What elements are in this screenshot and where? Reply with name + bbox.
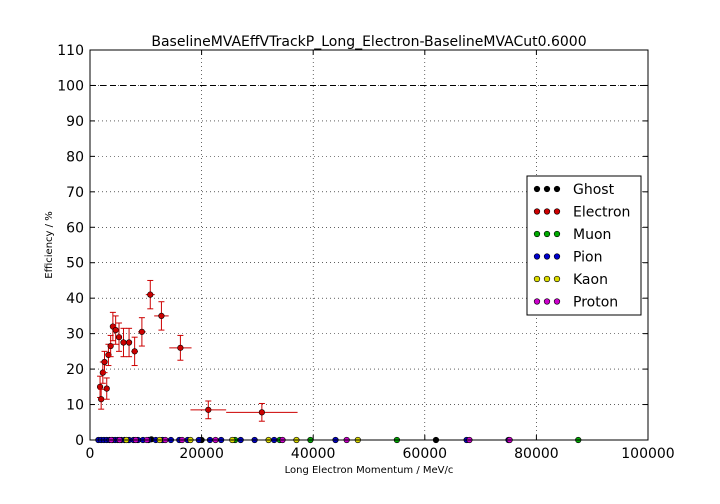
legend-label: Proton: [573, 295, 618, 311]
y-tick-label: 20: [66, 362, 84, 378]
legend-marker: [533, 230, 541, 238]
x-tick-label: 80000: [514, 446, 559, 462]
data-point: [112, 326, 119, 334]
data-point: [101, 358, 108, 366]
x-tick-label: 0: [86, 446, 95, 462]
data-point: [125, 339, 133, 346]
legend-marker: [543, 185, 551, 193]
axes: 0 20000 40000 60000 80000 100000 0 10 20 30 40 50 60…: [57, 43, 674, 462]
legend-marker: [553, 208, 561, 215]
data-point: [103, 385, 110, 392]
y-tick-label: 90: [66, 114, 84, 130]
x-tick-label: 20000: [179, 446, 224, 462]
legend-label: Electron: [573, 205, 630, 221]
legend-marker: [553, 253, 561, 260]
legend-entry-ghost: Ghost: [533, 182, 615, 198]
y-tick-label: 70: [66, 185, 84, 201]
legend-marker: [553, 298, 561, 305]
data-point: [120, 339, 127, 346]
legend-marker: [553, 230, 561, 238]
data-point: [107, 342, 114, 350]
legend-marker: [533, 185, 541, 193]
legend-label: Ghost: [573, 182, 615, 198]
legend-marker: [533, 208, 541, 215]
legend-marker: [543, 230, 551, 238]
legend-entry-proton: Proton: [533, 295, 618, 311]
y-tick-label: 30: [66, 327, 84, 343]
y-tick-label: 10: [66, 398, 84, 414]
legend-entry-muon: Muon: [533, 227, 611, 243]
legend-marker: [553, 275, 561, 283]
data-point: [131, 348, 138, 355]
data-point: [115, 334, 123, 341]
legend-marker: [553, 185, 561, 193]
series-electron: [96, 279, 298, 422]
data-point: [147, 291, 154, 298]
y-tick-label: 0: [75, 433, 84, 449]
y-tick-label: 100: [57, 78, 84, 94]
data-point: [138, 328, 145, 335]
chart-title: BaselineMVAEffVTrackP_Long_Electron-Base…: [151, 34, 586, 50]
legend-label: Muon: [573, 227, 611, 243]
legend-marker: [543, 253, 551, 260]
legend-marker: [543, 208, 551, 215]
legend-marker: [533, 275, 541, 283]
data-point: [96, 383, 104, 390]
data-point: [158, 312, 165, 320]
data-point: [98, 396, 105, 403]
legend-entry-pion: Pion: [533, 250, 602, 266]
legend-label: Kaon: [573, 272, 608, 288]
y-axis-label: Efficiency / %: [44, 211, 55, 278]
plot-frame: [89, 49, 649, 441]
x-tick-label: 60000: [403, 446, 448, 462]
y-tick-label: 60: [66, 220, 84, 236]
legend-entry-electron: Electron: [533, 205, 630, 221]
x-axis-label: Long Electron Momentum / MeV/c: [285, 465, 454, 476]
y-tick-label: 50: [66, 256, 84, 272]
legend-box: [526, 175, 642, 316]
legend-entry-kaon: Kaon: [533, 272, 608, 288]
y-tick-label: 40: [66, 291, 84, 307]
x-tick-label: 40000: [291, 446, 336, 462]
x-tick-label: 100000: [621, 446, 674, 462]
legend: Ghost Electron Muon Pion Kaon Proton: [526, 175, 642, 316]
y-tick-label: 110: [57, 43, 84, 59]
y-tick-label: 80: [66, 149, 84, 165]
legend-label: Pion: [573, 250, 602, 266]
legend-marker: [533, 298, 541, 305]
data-point: [177, 344, 184, 351]
legend-marker: [543, 275, 551, 283]
data-point: [258, 409, 265, 416]
legend-marker: [543, 298, 551, 305]
data-point: [205, 406, 212, 413]
legend-marker: [533, 253, 541, 260]
